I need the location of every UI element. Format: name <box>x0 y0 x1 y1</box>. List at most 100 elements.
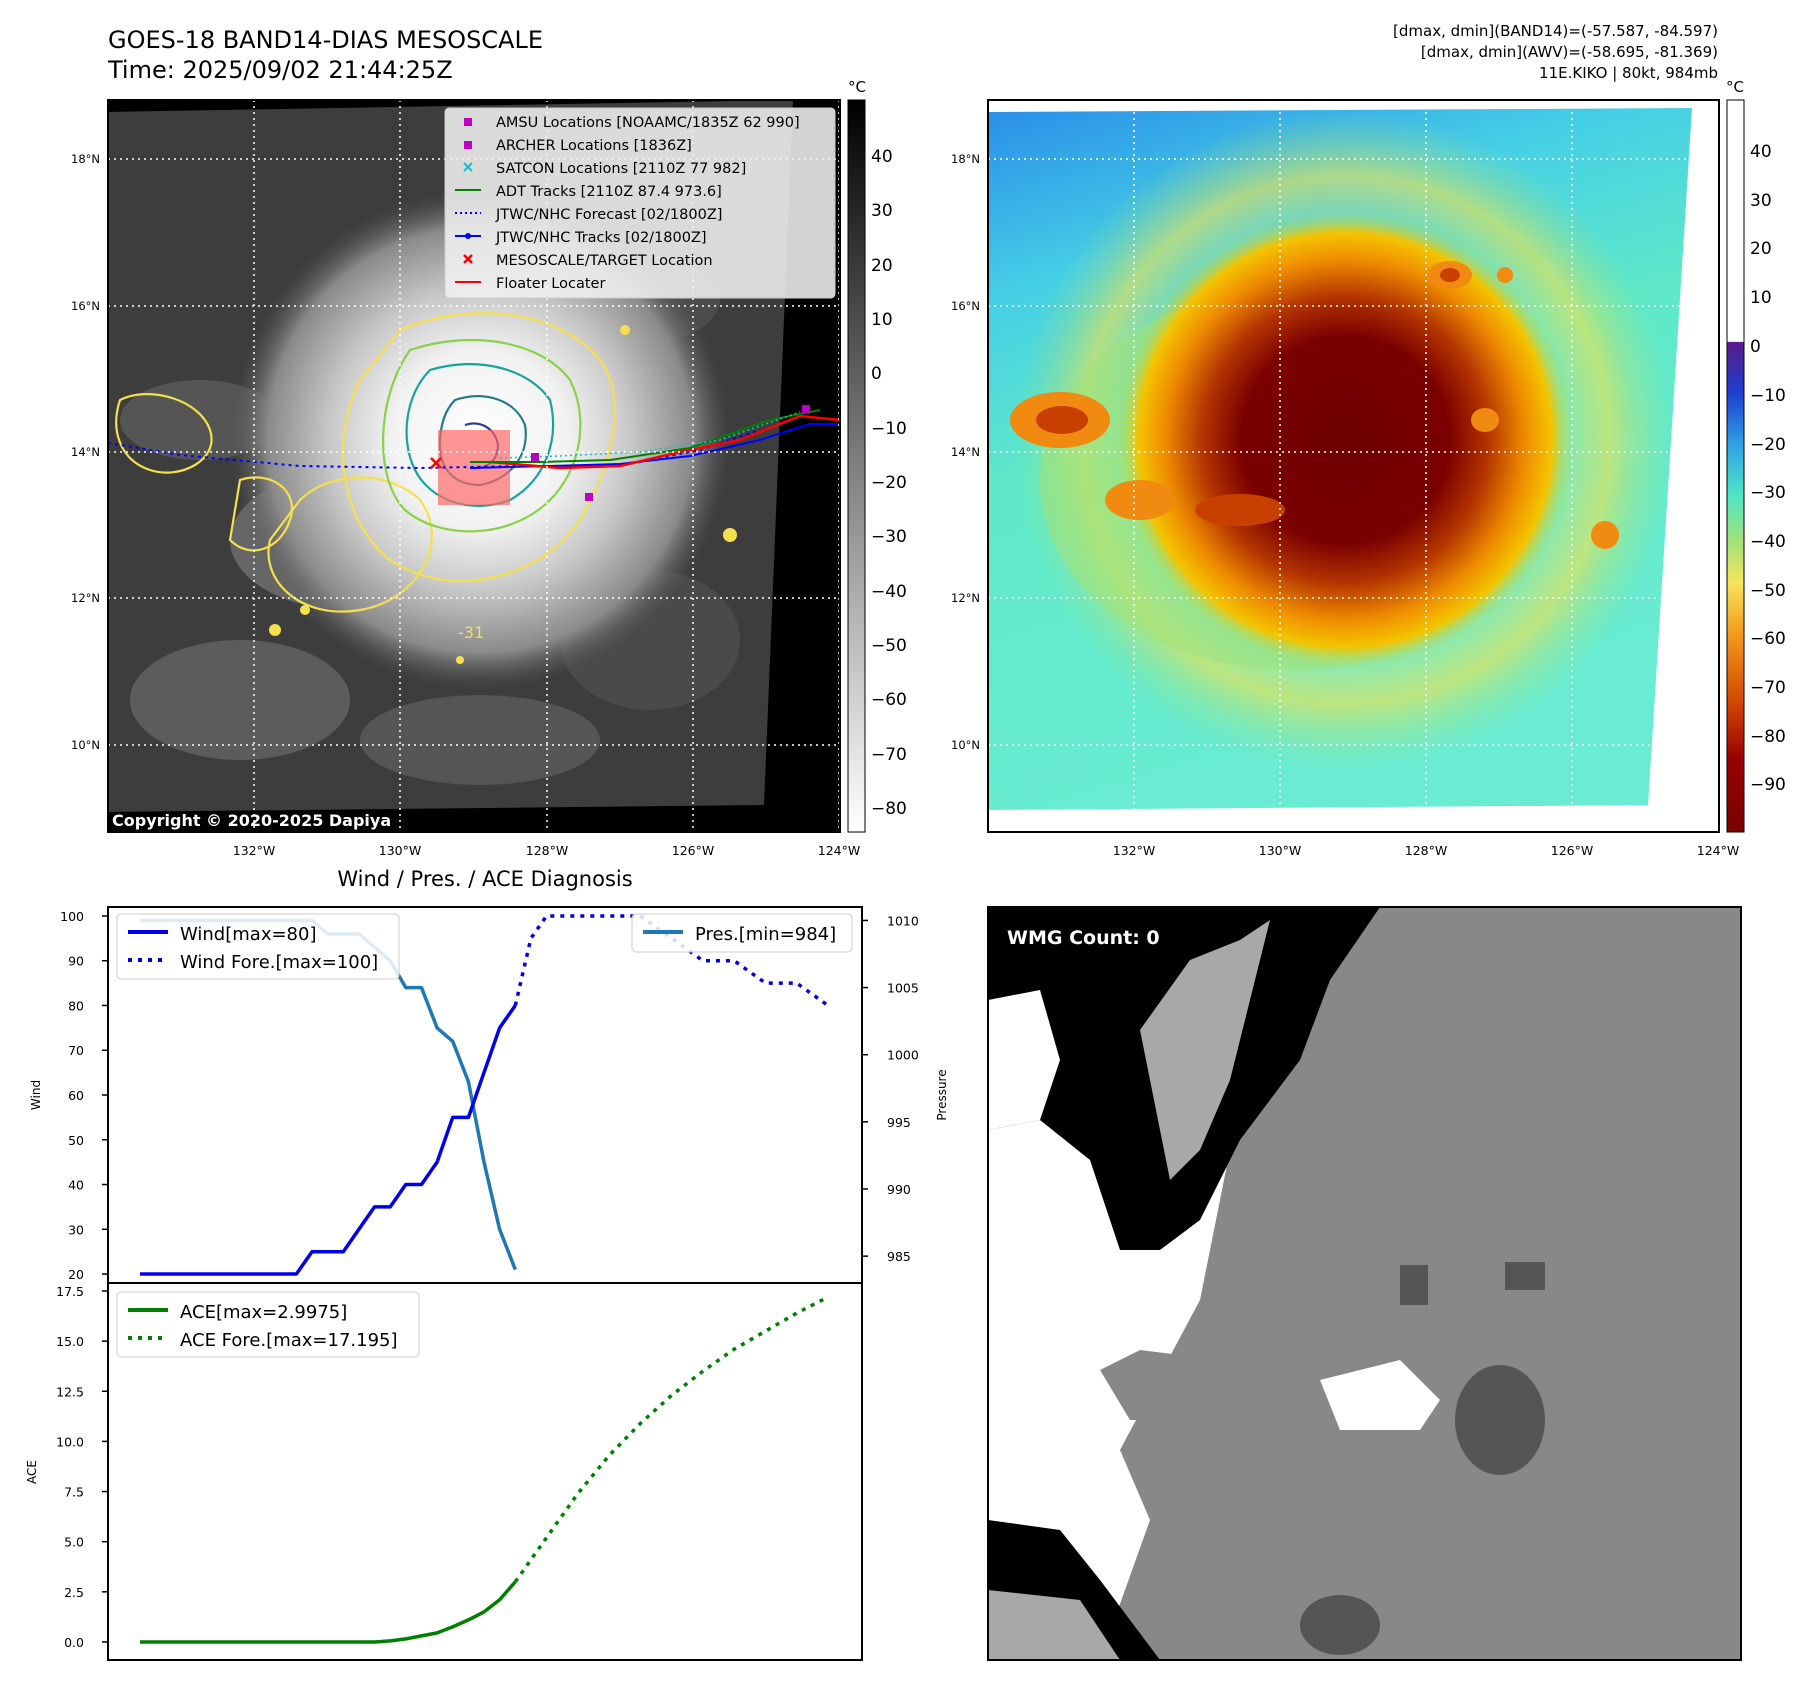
ir-small-cells <box>269 325 737 664</box>
meta-line-3: 11E.KIKO | 80kt, 984mb <box>1539 64 1718 82</box>
wind-axis-label: Wind <box>29 1080 43 1110</box>
awv-cbar-tick: −60 <box>1750 629 1786 649</box>
legend-marker-tracks <box>455 233 481 239</box>
ace-axis-label: ACE <box>25 1460 39 1484</box>
ace-tick-label: 0.0 <box>64 1635 84 1650</box>
pressure-tick-label: 1000 <box>887 1048 919 1063</box>
wmg-white-patch-1 <box>988 990 1060 1130</box>
awv-cold-cells <box>1036 268 1460 526</box>
pressure-tick-label: 985 <box>887 1249 911 1264</box>
ir-lon-label: 124°W <box>818 843 860 858</box>
wmg-white-patch-2 <box>988 1200 1080 1300</box>
wind-tick-label: 80 <box>68 998 84 1013</box>
ir-cbar-tick: 20 <box>871 256 893 276</box>
pressure-tick-label: 1010 <box>887 913 919 928</box>
ir-lat-labels: 18°N 16°N 14°N 12°N 10°N <box>71 152 100 752</box>
copyright-notice: Copyright © 2020-2025 Dapiya <box>112 811 391 830</box>
ir-cbar-tick: 40 <box>871 147 893 167</box>
wmg-count-label: WMG Count: 0 <box>1007 927 1160 949</box>
ir-cbar-tick: −70 <box>871 745 907 765</box>
wind-series-line <box>140 1004 517 1276</box>
wmg-gray-patch <box>1100 1350 1240 1420</box>
ace-tick-label: 10.0 <box>56 1434 84 1449</box>
awv-cbar-tick: −80 <box>1750 727 1786 747</box>
awv-lat-label: 12°N <box>951 591 980 605</box>
ir-lon-label: 130°W <box>379 843 421 858</box>
ir-map-frame <box>107 99 841 833</box>
awv-lat-label: 16°N <box>951 299 980 313</box>
title-line-1: GOES-18 BAND14-DIAS MESOSCALE <box>108 26 544 54</box>
ir-cbar-tick: 10 <box>871 310 893 330</box>
awv-colorbar-ticks: 40 30 20 10 0 −10 −20 −30 −40 −50 −60 −7… <box>1750 142 1786 795</box>
awv-map-panel: 18°N 16°N 14°N 12°N 10°N 132°W 130°W 128… <box>951 78 1786 858</box>
ace-tick-label: 12.5 <box>56 1384 84 1399</box>
amsu-marker-east <box>802 405 810 413</box>
awv-cbar-tick: 20 <box>1750 239 1772 259</box>
ir-cbar-tick: −10 <box>871 419 907 439</box>
ir-legend-labels: AMSU Locations [NOAAMC/1835Z 62 990] ARC… <box>495 115 800 292</box>
awv-cbar-tick: −70 <box>1750 678 1786 698</box>
ir-legend-box <box>444 107 836 299</box>
ace-axis-ticks: 17.5 15.0 12.5 10.0 7.5 5.0 2.5 0.0 <box>56 1284 108 1650</box>
ir-map-panel: -31 AMSU Locations [NOAAMC/1835Z 62 <box>71 78 907 858</box>
ir-lat-label: 10°N <box>71 738 100 752</box>
legend-marker-archer <box>464 141 472 149</box>
awv-lat-label: 18°N <box>951 152 980 166</box>
wind-forecast-series-line <box>513 914 830 1007</box>
awv-lon-label: 128°W <box>1405 843 1447 858</box>
awv-cbar-tick: −90 <box>1750 775 1786 795</box>
ace-forecast-series-line <box>513 1295 829 1583</box>
archer-marker <box>531 453 539 461</box>
wind-tick-label: 30 <box>68 1222 84 1237</box>
ace-tick-label: 5.0 <box>64 1535 84 1550</box>
mesoscale-target-marker <box>430 457 442 469</box>
legend-label-amsu: AMSU Locations [NOAAMC/1835Z 62 990] <box>496 115 800 131</box>
pressure-tick-label: 1005 <box>887 981 919 996</box>
legend-label-tracks: JTWC/NHC Tracks [02/1800Z] <box>495 230 707 246</box>
awv-cbar-tick: 40 <box>1750 142 1772 162</box>
legend-label-satcon: SATCON Locations [2110Z 77 982] <box>496 161 746 177</box>
legend-label-wind-forecast: Wind Fore.[max=100] <box>180 952 378 973</box>
ir-cbar-tick: −20 <box>871 473 907 493</box>
ir-lon-label: 126°W <box>672 843 714 858</box>
ir-colorbar-ticks: 40 30 20 10 0 −10 −20 −30 −40 −50 −60 −7… <box>871 147 907 819</box>
awv-cbar-tick: 10 <box>1750 288 1772 308</box>
wind-tick-label: 20 <box>68 1267 84 1282</box>
ir-cbar-tick: 0 <box>871 364 882 384</box>
legend-marker-target <box>463 254 473 264</box>
amsu-marker <box>585 493 593 501</box>
ace-plot-frame <box>107 1282 863 1661</box>
meta-line-2: [dmax, dmin](AWV)=(-58.695, -81.369) <box>1420 43 1718 61</box>
wmg-light-region-low <box>988 1590 1120 1660</box>
awv-lon-labels: 132°W 130°W 128°W 126°W 124°W <box>1113 843 1739 858</box>
meta-line-1: [dmax, dmin](BAND14)=(-57.587, -84.597) <box>1393 22 1718 40</box>
legend-label-wind: Wind[max=80] <box>180 924 317 945</box>
ace-series-line <box>140 1580 517 1644</box>
ir-cbar-tick: −50 <box>871 636 907 656</box>
awv-lon-label: 132°W <box>1113 843 1155 858</box>
ace-tick-label: 2.5 <box>64 1585 84 1600</box>
title-line-2: Time: 2025/09/02 21:44:25Z <box>108 56 453 84</box>
pressure-tick-label: 995 <box>887 1115 911 1130</box>
ir-lat-label: 18°N <box>71 152 100 166</box>
legend-marker-satcon <box>463 162 473 172</box>
legend-label-ace: ACE[max=2.9975] <box>180 1302 347 1323</box>
awv-map-frame <box>987 99 1720 833</box>
legend-label-floater: Floater Locater <box>496 276 605 292</box>
legend-label-pressure: Pres.[min=984] <box>695 924 836 945</box>
awv-cbar-tick: −10 <box>1750 386 1786 406</box>
adt-track-line <box>470 409 821 463</box>
ir-lat-label: 14°N <box>71 445 100 459</box>
awv-colorbar-unit: °C <box>1726 78 1744 96</box>
awv-colorbar <box>1726 99 1745 833</box>
ir-colorbar <box>847 99 866 833</box>
ir-cbar-tick: −80 <box>871 799 907 819</box>
ir-cbar-tick: −60 <box>871 690 907 710</box>
wmg-dark-cell-2 <box>1300 1595 1380 1655</box>
ace-legend-box <box>116 1291 420 1358</box>
wind-axis-ticks: 100 90 80 70 60 50 40 30 20 <box>60 909 108 1282</box>
wmg-white-patch-3 <box>1320 1360 1440 1430</box>
pressure-tick-label: 990 <box>887 1182 911 1197</box>
wind-tick-label: 100 <box>60 909 84 924</box>
wind-tick-label: 60 <box>68 1088 84 1103</box>
